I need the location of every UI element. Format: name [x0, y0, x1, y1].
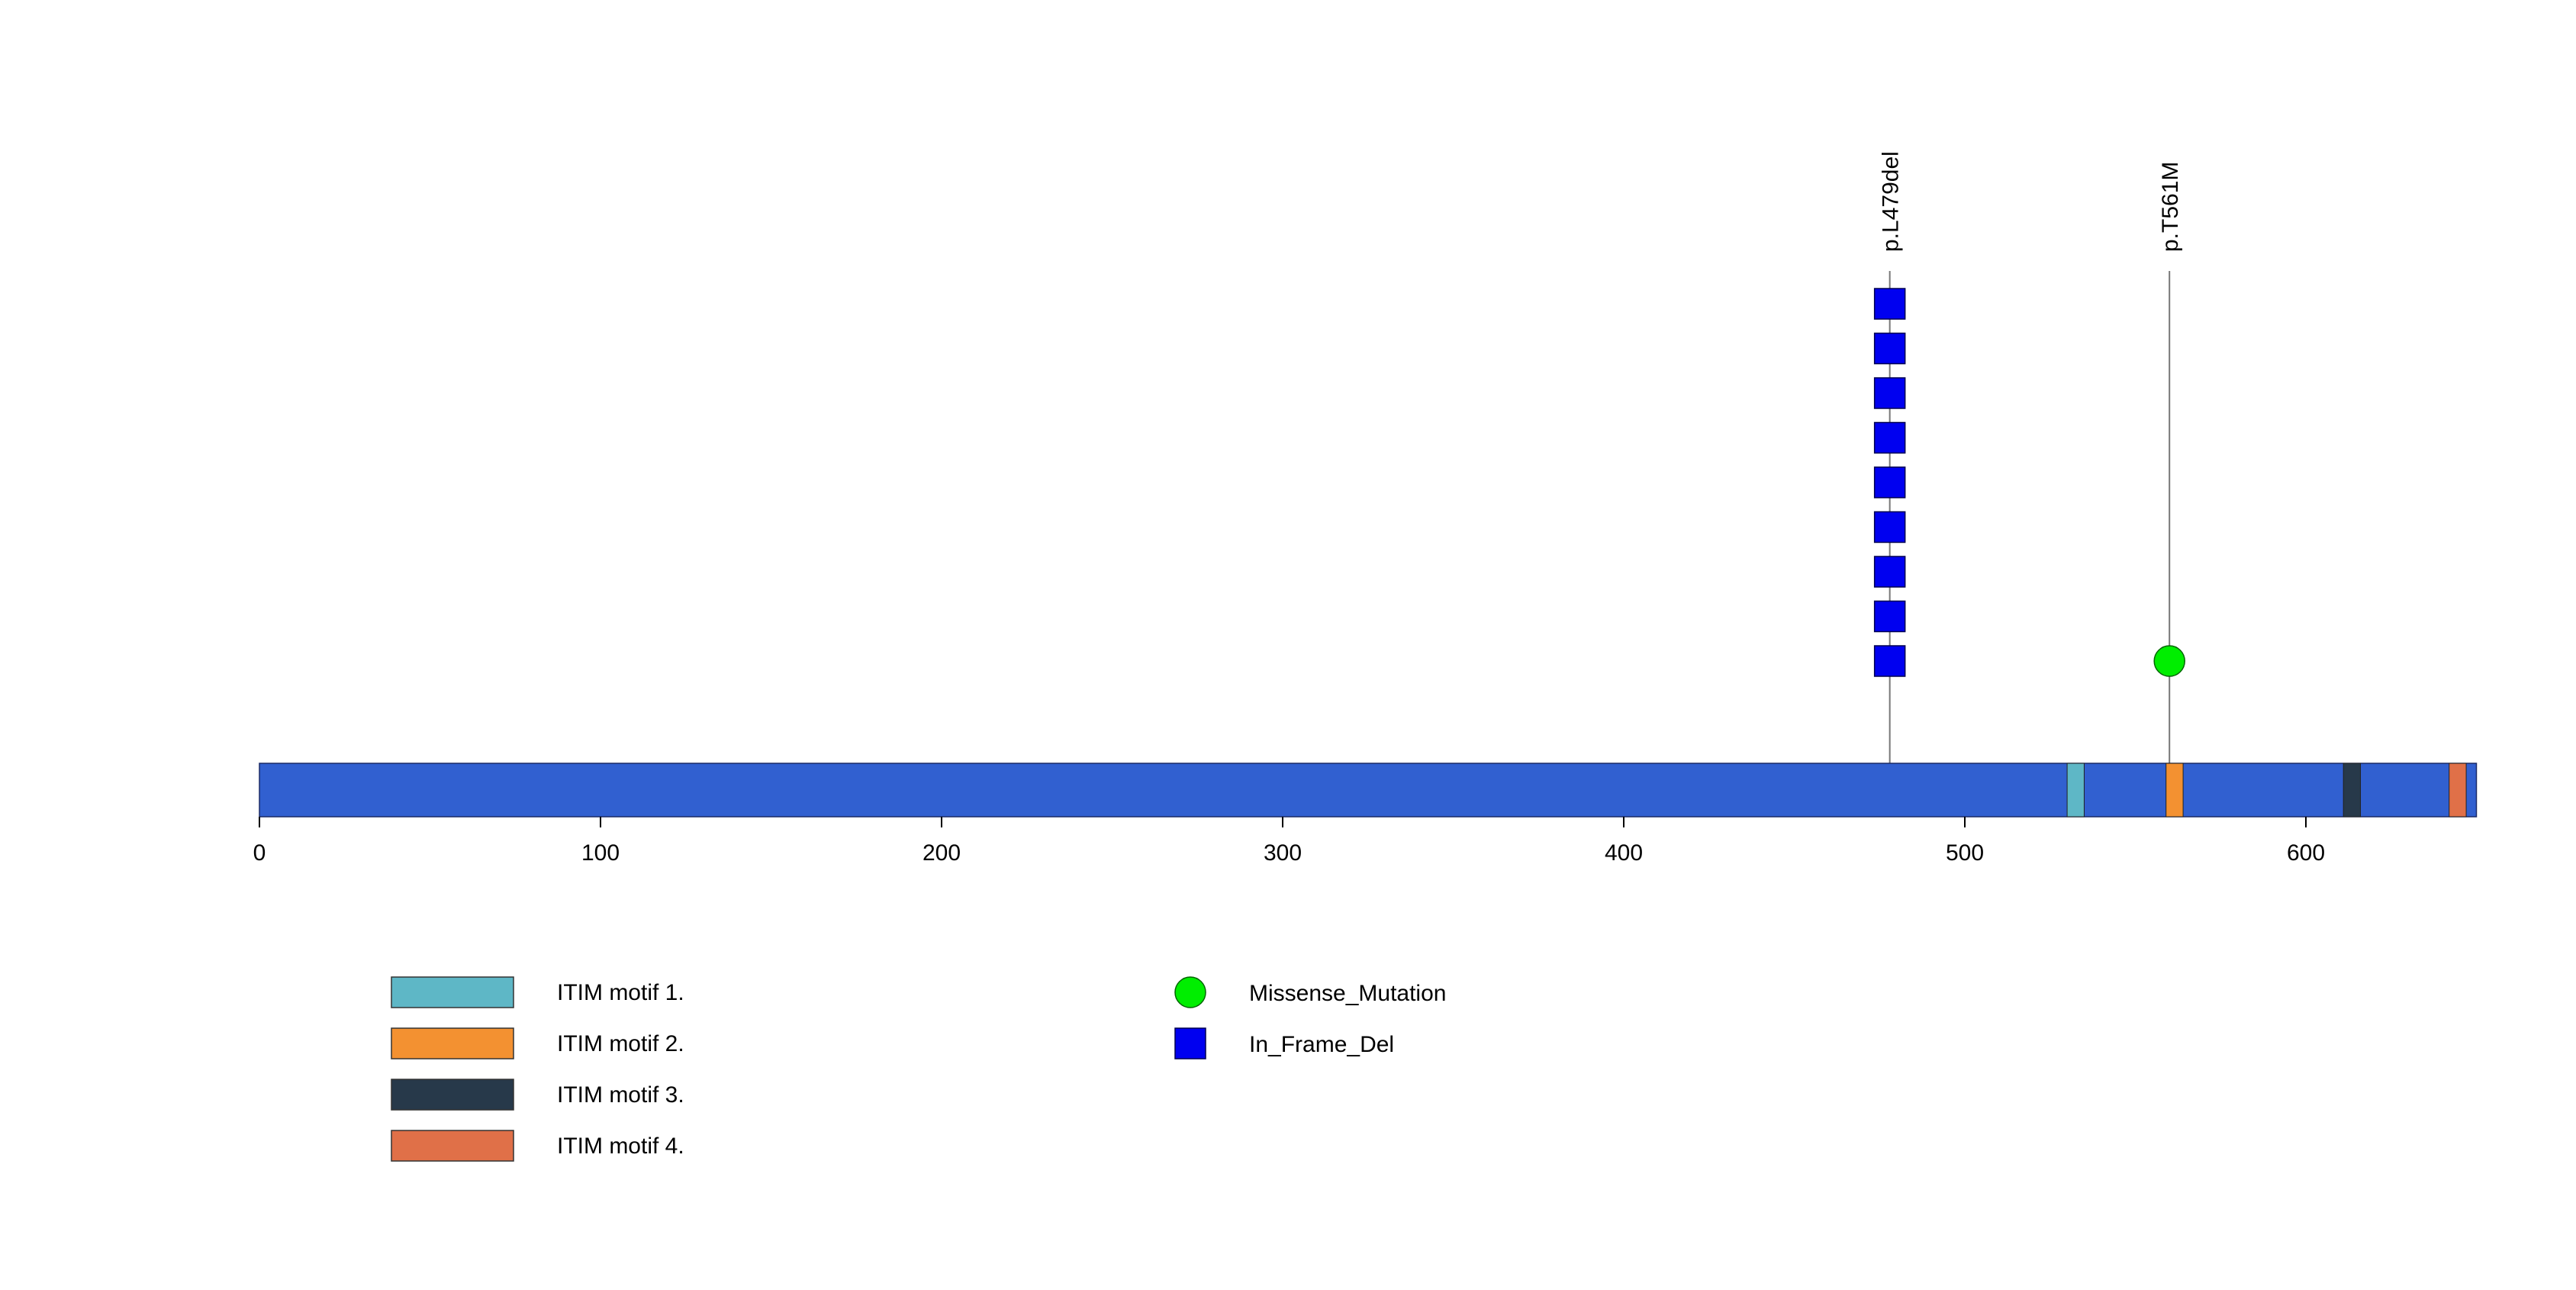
- legend-swatch-domain: [391, 1079, 514, 1111]
- legend-label-domain: ITIM motif 3.: [557, 1082, 684, 1108]
- in-frame-del-marker: [1873, 421, 1906, 454]
- domain-1: [2066, 763, 2085, 818]
- legend-marker-in-frame-del: [1174, 1027, 1206, 1059]
- legend-swatch-domain: [391, 1130, 514, 1162]
- x-tick-label: 500: [1946, 840, 1984, 866]
- legend-label-mutation-type: Missense_Mutation: [1249, 981, 1446, 1006]
- x-tick-label: 600: [2287, 840, 2325, 866]
- legend-swatch-domain: [391, 1027, 514, 1059]
- mutation-label: p.T561M: [2158, 162, 2183, 252]
- x-tick-label: 0: [253, 840, 266, 866]
- mutation-stems: [1889, 271, 2171, 817]
- protein-backbone: [259, 763, 2478, 818]
- legend-label-mutation-type: In_Frame_Del: [1249, 1032, 1394, 1057]
- x-tick-label: 100: [581, 840, 620, 866]
- in-frame-del-marker: [1873, 645, 1906, 677]
- domain-4: [2449, 763, 2467, 818]
- domain-3: [2343, 763, 2362, 818]
- legend-swatch-domain: [391, 976, 514, 1008]
- legend: ITIM motif 1. ITIM motif 2. ITIM motif 3. I…: [391, 976, 1446, 1162]
- in-frame-del-marker: [1873, 466, 1906, 498]
- in-frame-del-marker: [1873, 377, 1906, 409]
- legend-label-domain: ITIM motif 4.: [557, 1134, 684, 1159]
- mutation-labels: p.L479del p.T561M: [1879, 151, 2184, 252]
- x-tick-label: 300: [1264, 840, 1302, 866]
- in-frame-del-marker: [1873, 288, 1906, 320]
- legend-marker-missense-mutation: [1174, 976, 1206, 1008]
- domain-2: [2165, 763, 2184, 818]
- missense-mutation-marker: [2153, 645, 2185, 677]
- mutation-label: p.L479del: [1879, 151, 1904, 252]
- legend-label-domain: ITIM motif 1.: [557, 980, 684, 1005]
- x-tick-label: 200: [923, 840, 961, 866]
- in-frame-del-marker: [1873, 511, 1906, 543]
- in-frame-del-marker: [1873, 600, 1906, 633]
- x-axis: 0 100 200 300 400 500 600: [253, 817, 2325, 866]
- legend-label-domain: ITIM motif 2.: [557, 1031, 684, 1056]
- x-tick-label: 400: [1605, 840, 1643, 866]
- protein-backbone-group: [259, 763, 2478, 818]
- in-frame-del-marker: [1873, 332, 1906, 365]
- mutation-markers: [1873, 288, 2185, 677]
- in-frame-del-marker: [1873, 556, 1906, 588]
